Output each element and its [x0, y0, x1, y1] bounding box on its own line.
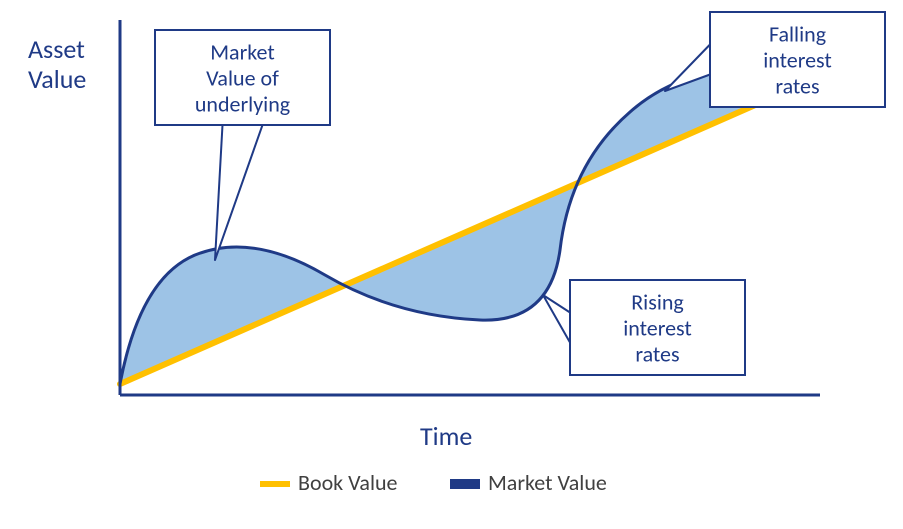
svg-text:underlying: underlying	[195, 91, 290, 118]
svg-text:Rising: Rising	[631, 289, 684, 316]
svg-text:Value: Value	[28, 63, 86, 95]
svg-text:Market: Market	[210, 39, 275, 66]
svg-text:rates: rates	[775, 73, 819, 100]
svg-text:Asset: Asset	[28, 33, 85, 65]
legend-label: Market Value	[488, 469, 607, 496]
callout-rising-rates: Risinginterestrates	[543, 280, 745, 375]
svg-text:interest: interest	[763, 47, 832, 74]
legend-label: Book Value	[298, 469, 398, 496]
x-axis-label: Time	[420, 420, 472, 452]
svg-text:rates: rates	[635, 341, 679, 368]
legend-swatch	[260, 481, 290, 487]
svg-text:interest: interest	[623, 315, 692, 342]
legend-swatch	[450, 479, 480, 489]
y-axis-label: AssetValue	[28, 33, 86, 95]
svg-text:Value of: Value of	[206, 65, 279, 92]
svg-text:Falling: Falling	[769, 21, 826, 48]
